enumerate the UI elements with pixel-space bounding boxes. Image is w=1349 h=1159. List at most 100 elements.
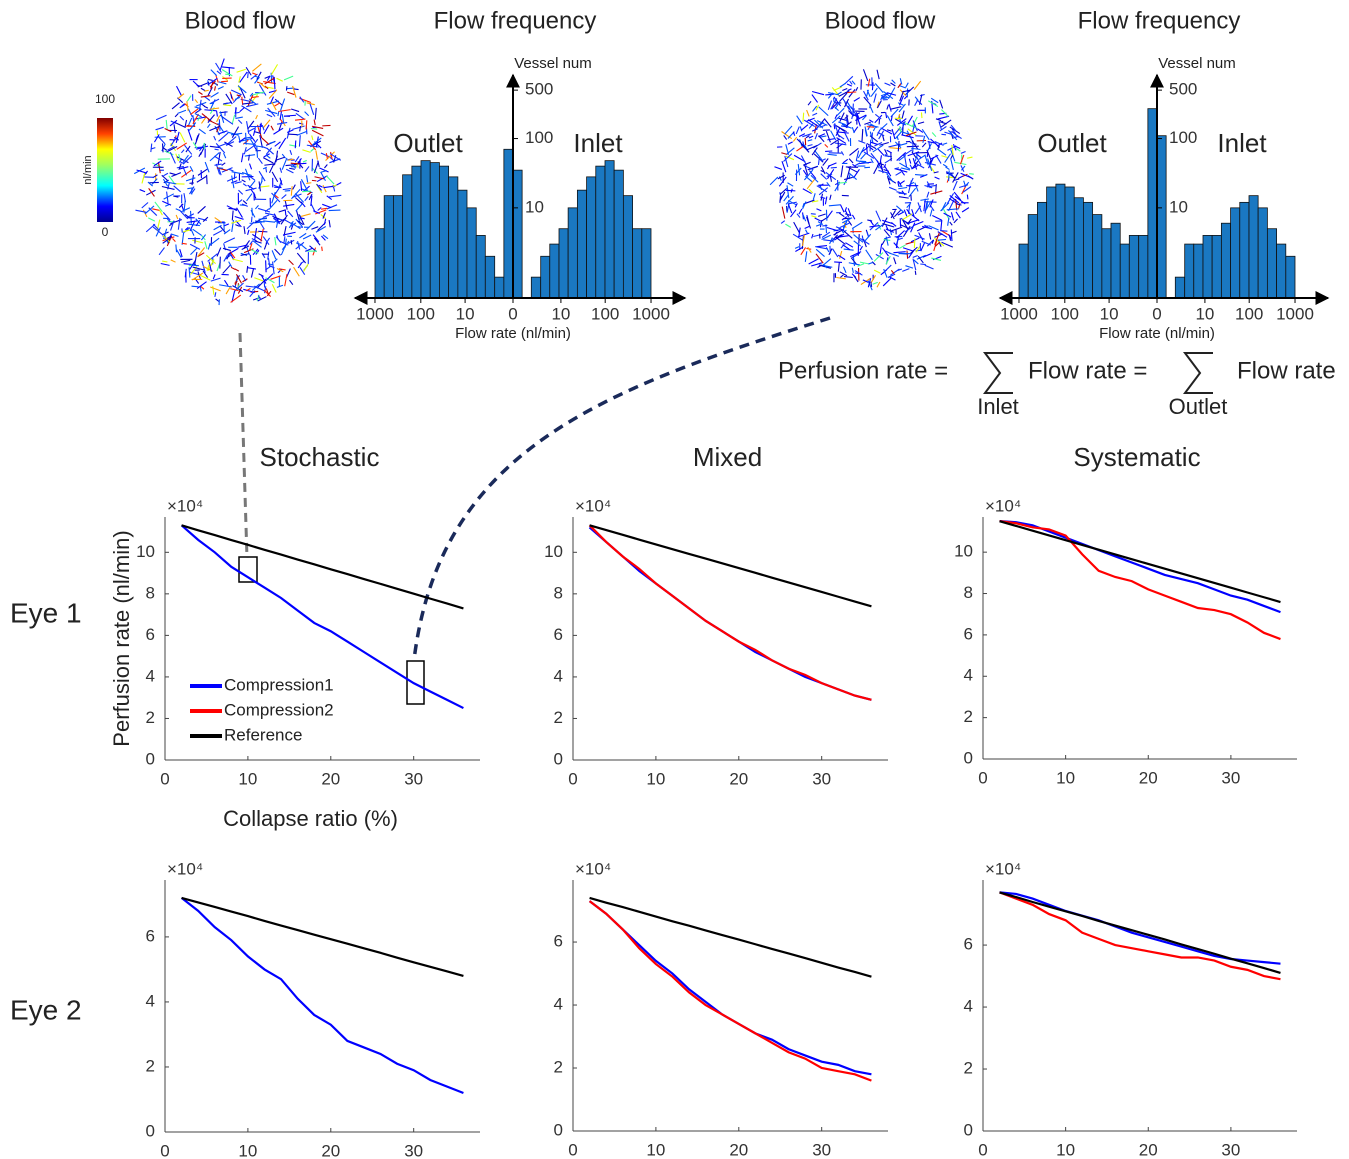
vessel bbox=[848, 89, 856, 98]
vessel bbox=[243, 288, 255, 294]
vessel bbox=[298, 135, 301, 147]
bar bbox=[1128, 235, 1140, 299]
vessel bbox=[218, 81, 227, 85]
vessel bbox=[326, 175, 335, 185]
vessel bbox=[226, 205, 238, 212]
vessel bbox=[832, 238, 834, 243]
bar bbox=[1055, 183, 1066, 299]
vessel bbox=[165, 204, 170, 207]
vessel bbox=[899, 168, 905, 176]
vessel bbox=[223, 279, 229, 287]
x-tick-label: 20 bbox=[1139, 768, 1158, 787]
vessel bbox=[920, 263, 926, 266]
vessel bbox=[783, 135, 788, 140]
y-tick-label: 100 bbox=[1169, 128, 1197, 147]
vessel bbox=[880, 127, 893, 135]
vessel bbox=[845, 118, 849, 128]
vessel bbox=[208, 261, 212, 272]
vessel bbox=[884, 165, 892, 177]
vessel bbox=[844, 275, 853, 279]
vessel bbox=[908, 158, 912, 164]
vessel bbox=[245, 66, 252, 76]
vessel bbox=[254, 145, 264, 148]
x-tick-label: 10 bbox=[238, 1141, 257, 1159]
vessel bbox=[209, 107, 220, 110]
vessel bbox=[230, 132, 243, 136]
vessel bbox=[851, 273, 857, 278]
vessel bbox=[839, 271, 848, 277]
bar bbox=[1266, 228, 1277, 299]
y-tick-label: 4 bbox=[964, 997, 973, 1016]
vessel bbox=[256, 71, 262, 80]
vessel bbox=[951, 144, 954, 156]
vessel bbox=[231, 210, 234, 221]
vessel bbox=[209, 145, 221, 149]
vessel bbox=[278, 209, 286, 213]
vessel bbox=[834, 183, 840, 192]
vessel bbox=[276, 284, 284, 288]
vessel bbox=[239, 71, 248, 83]
vessel bbox=[273, 258, 278, 263]
vessel bbox=[794, 203, 798, 208]
vessel bbox=[257, 157, 263, 165]
vessel bbox=[238, 189, 244, 195]
vessel bbox=[827, 92, 834, 99]
vessel bbox=[815, 248, 825, 257]
vessel bbox=[800, 124, 809, 131]
vessel bbox=[258, 273, 264, 277]
chart-title: Stochastic bbox=[260, 442, 380, 472]
vessel bbox=[215, 62, 222, 73]
vessel bbox=[777, 174, 785, 180]
vessel bbox=[266, 290, 272, 297]
vessel bbox=[928, 157, 935, 169]
vessel bbox=[897, 211, 905, 216]
vessel bbox=[316, 183, 323, 191]
vessel bbox=[170, 136, 177, 147]
vessel bbox=[911, 116, 918, 127]
vessel bbox=[865, 89, 869, 98]
vessel bbox=[801, 234, 805, 247]
vessel bbox=[902, 247, 914, 252]
vessel bbox=[827, 100, 833, 110]
bar bbox=[1037, 201, 1048, 299]
vessel bbox=[262, 119, 271, 129]
x-tick-label: 1000 bbox=[1276, 304, 1314, 323]
vessel bbox=[911, 164, 919, 170]
bar bbox=[512, 169, 523, 299]
vessel bbox=[266, 113, 273, 118]
vessel bbox=[151, 147, 156, 150]
y-tick-label: 6 bbox=[146, 625, 155, 644]
vessel bbox=[835, 226, 842, 230]
vessel bbox=[302, 159, 307, 163]
vessel bbox=[295, 241, 305, 250]
vessel bbox=[967, 156, 973, 159]
vessel bbox=[906, 202, 912, 209]
vessel bbox=[230, 294, 242, 303]
vessel bbox=[234, 280, 238, 286]
vessel bbox=[904, 155, 908, 167]
vessel bbox=[921, 128, 930, 141]
vessel bbox=[844, 210, 850, 218]
vessel bbox=[265, 277, 275, 284]
vessel bbox=[175, 214, 179, 220]
vessel bbox=[299, 232, 307, 239]
x-tick-label: 0 bbox=[160, 769, 169, 788]
vessel bbox=[285, 168, 294, 174]
vessel bbox=[228, 261, 233, 268]
y-tick-label: 4 bbox=[146, 991, 155, 1010]
vessel bbox=[912, 120, 918, 132]
vessel bbox=[917, 121, 925, 125]
vessel bbox=[912, 158, 918, 170]
bar bbox=[383, 195, 394, 299]
vessel bbox=[198, 274, 211, 281]
vessel bbox=[282, 188, 292, 191]
vessel bbox=[936, 142, 943, 147]
vessel bbox=[297, 262, 303, 269]
row-label: Eye 2 bbox=[10, 994, 82, 1025]
vessel bbox=[814, 217, 822, 222]
vessel bbox=[779, 188, 788, 195]
vessel bbox=[243, 240, 250, 249]
vessel bbox=[930, 190, 943, 195]
vessel bbox=[251, 96, 259, 99]
vessel bbox=[924, 200, 932, 212]
